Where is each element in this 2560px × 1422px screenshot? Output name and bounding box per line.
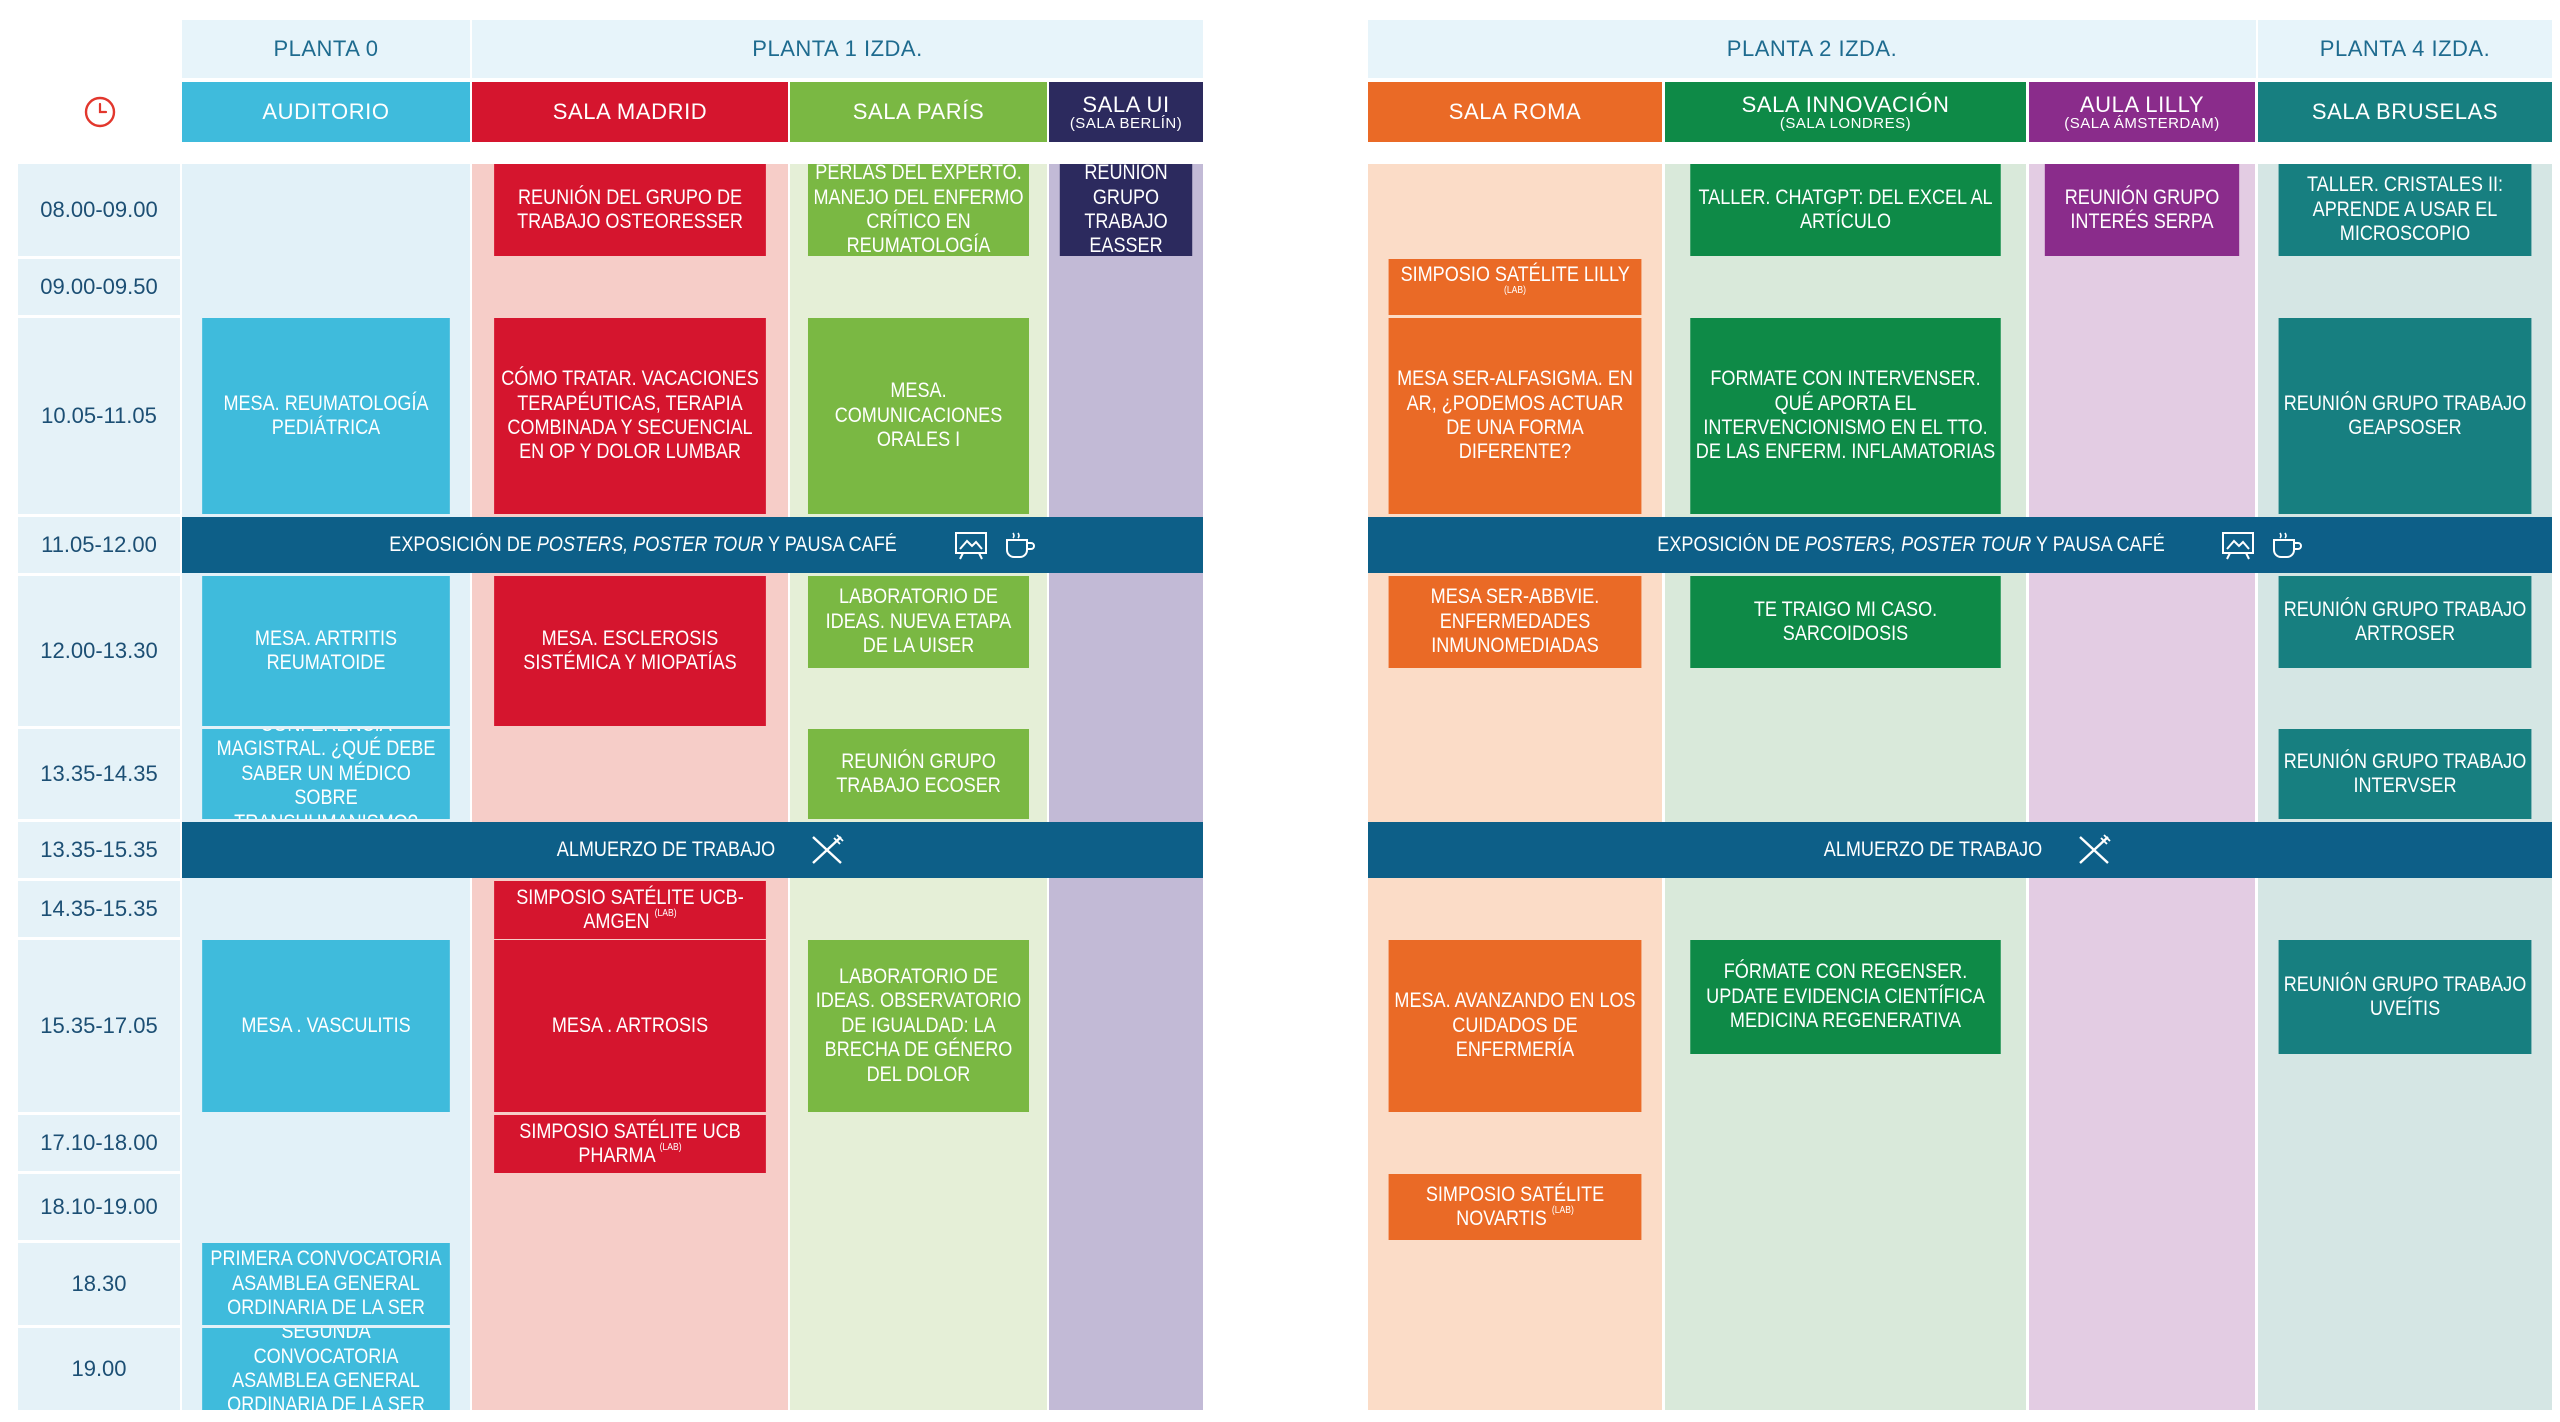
clock-icon (78, 92, 122, 132)
event-roma-enfermeria[interactable]: MESA. AVANZANDO EN LOS CUIDADOS DE ENFER… (1388, 940, 1642, 1112)
event-innov-regenser[interactable]: FÓRMATE CON REGENSER. UPDATE EVIDENCIA C… (1690, 940, 2001, 1054)
time-slot: 13.35-15.35 (18, 822, 180, 878)
event-madrid-como-tratar[interactable]: CÓMO TRATAR. VACACIONES TERAPÉUTICAS, TE… (494, 318, 766, 514)
room-aula-lilly: AULA LILLY (SALA ÁMSTERDAM) (2029, 82, 2255, 142)
fork-knife-icon (811, 834, 844, 864)
time-slot: 13.35-14.35 (18, 729, 180, 819)
event-paris-perlas[interactable]: PERLAS DEL EXPERTO. MANEJO DEL ENFERMO C… (807, 164, 1030, 256)
lilly-column-bg (2029, 164, 2255, 1410)
time-slot: 19.00 (18, 1328, 180, 1410)
time-slot: 12.00-13.30 (18, 576, 180, 726)
time-slot: 14.35-15.35 (18, 881, 180, 937)
event-madrid-ucb-amgen[interactable]: SIMPOSIO SATÉLITE UCB-AMGEN (LAB) (494, 881, 766, 939)
event-roma-alfasigma[interactable]: MESA SER-ALFASIGMA. EN AR, ¿PODEMOS ACTU… (1388, 318, 1642, 514)
floor-planta-4: PLANTA 4 IZDA. (2258, 20, 2552, 78)
time-slot: 15.35-17.05 (18, 940, 180, 1112)
room-auditorio: AUDITORIO (182, 82, 470, 142)
event-aud-vasculitis[interactable]: MESA . VASCULITIS (202, 940, 450, 1112)
poster-break-band-right: EXPOSICIÓN DE POSTERS, POSTER TOUR Y PAU… (1368, 517, 2552, 573)
room-sala-madrid: SALA MADRID (472, 82, 788, 142)
event-roma-novartis[interactable]: SIMPOSIO SATÉLITE NOVARTIS (LAB) (1388, 1174, 1642, 1240)
event-madrid-ucb-pharma[interactable]: SIMPOSIO SATÉLITE UCB PHARMA (LAB) (494, 1115, 766, 1173)
event-innov-chatgpt[interactable]: TALLER. CHATGPT: DEL EXCEL AL ARTÍCULO (1690, 164, 2001, 256)
poster-board-icon (954, 532, 987, 560)
ui-column-bg (1049, 164, 1203, 1410)
event-brus-geapsoser[interactable]: REUNIÓN GRUPO TRABAJO GEAPSOSER (2278, 318, 2532, 514)
event-roma-simposio-lilly[interactable]: SIMPOSIO SATÉLITE LILLY (LAB) (1388, 259, 1642, 315)
time-slot: 10.05-11.05 (18, 318, 180, 514)
poster-board-icon (2222, 532, 2255, 560)
time-slot: 11.05-12.00 (18, 517, 180, 573)
event-brus-cristales[interactable]: TALLER. CRISTALES II: APRENDE A USAR EL … (2278, 164, 2532, 256)
event-madrid-esclerosis[interactable]: MESA. ESCLEROSIS SISTÉMICA Y MIOPATÍAS (494, 576, 766, 726)
event-innov-intervenser[interactable]: FORMATE CON INTERVENSER. QUÉ APORTA EL I… (1690, 318, 2001, 514)
event-aud-reumatologia-pediatrica[interactable]: MESA. REUMATOLOGÍA PEDIÁTRICA (202, 318, 450, 514)
room-sala-ui: SALA UI (SALA BERLÍN) (1049, 82, 1203, 142)
fork-knife-icon (2079, 834, 2111, 864)
time-slot: 18.30 (18, 1243, 180, 1325)
event-paris-observatorio[interactable]: LABORATORIO DE IDEAS. OBSERVATORIO DE IG… (807, 940, 1030, 1112)
lunch-band-left: ALMUERZO DE TRABAJO (182, 822, 1203, 878)
event-paris-comunicaciones[interactable]: MESA. COMUNICACIONES ORALES I (807, 318, 1030, 514)
event-madrid-osteoresser[interactable]: REUNIÓN DEL GRUPO DE TRABAJO OSTEORESSER (494, 164, 766, 256)
event-innov-sarcoidosis[interactable]: TE TRAIGO MI CASO. SARCOIDOSIS (1690, 576, 2001, 668)
event-aud-artritis[interactable]: MESA. ARTRITIS REUMATOIDE (202, 576, 450, 726)
event-roma-abbvie[interactable]: MESA SER-ABBVIE. ENFERMEDADES INMUNOMEDI… (1388, 576, 1642, 668)
floor-planta-0: PLANTA 0 (182, 20, 470, 78)
time-slot: 08.00-09.00 (18, 164, 180, 256)
event-aud-conferencia[interactable]: CONFERENCIA MAGISTRAL. ¿QUÉ DEBE SABER U… (202, 729, 450, 819)
time-slot: 09.00-09.50 (18, 259, 180, 315)
event-paris-ecoser[interactable]: REUNIÓN GRUPO TRABAJO ECOSER (807, 729, 1030, 819)
event-aud-primera-convocatoria[interactable]: PRIMERA CONVOCATORIA ASAMBLEA GENERAL OR… (202, 1243, 450, 1325)
floor-planta-1: PLANTA 1 IZDA. (472, 20, 1203, 78)
event-brus-uveitis[interactable]: REUNIÓN GRUPO TRABAJO UVEÍTIS (2278, 940, 2532, 1054)
coffee-cup-icon (2273, 532, 2302, 558)
event-ui-easser[interactable]: REUNIÓN GRUPO TRABAJO EASSER (1059, 164, 1193, 256)
event-paris-laboratorio-uiser[interactable]: LABORATORIO DE IDEAS. NUEVA ETAPA DE LA … (807, 576, 1030, 668)
room-sala-roma: SALA ROMA (1368, 82, 1662, 142)
lunch-band-right: ALMUERZO DE TRABAJO (1368, 822, 2552, 878)
event-brus-artroser[interactable]: REUNIÓN GRUPO TRABAJO ARTROSER (2278, 576, 2532, 668)
event-brus-intervser[interactable]: REUNIÓN GRUPO TRABAJO INTERVSER (2278, 729, 2532, 819)
room-sala-paris: SALA PARÍS (790, 82, 1047, 142)
event-aud-segunda-convocatoria[interactable]: SEGUNDA CONVOCATORIA ASAMBLEA GENERAL OR… (202, 1328, 450, 1410)
coffee-cup-icon (1005, 532, 1035, 558)
floor-planta-2: PLANTA 2 IZDA. (1368, 20, 2256, 78)
event-lilly-serpa[interactable]: REUNIÓN GRUPO INTERÉS SERPA (2044, 164, 2240, 256)
room-sala-innovacion: SALA INNOVACIÓN (SALA LONDRES) (1665, 82, 2026, 142)
time-slot: 17.10-18.00 (18, 1115, 180, 1171)
room-sala-bruselas: SALA BRUSELAS (2258, 82, 2552, 142)
poster-break-band-left: EXPOSICIÓN DE POSTERS, POSTER TOUR Y PAU… (182, 517, 1203, 573)
time-slot: 18.10-19.00 (18, 1174, 180, 1240)
event-madrid-artrosis[interactable]: MESA . ARTROSIS (494, 940, 766, 1112)
